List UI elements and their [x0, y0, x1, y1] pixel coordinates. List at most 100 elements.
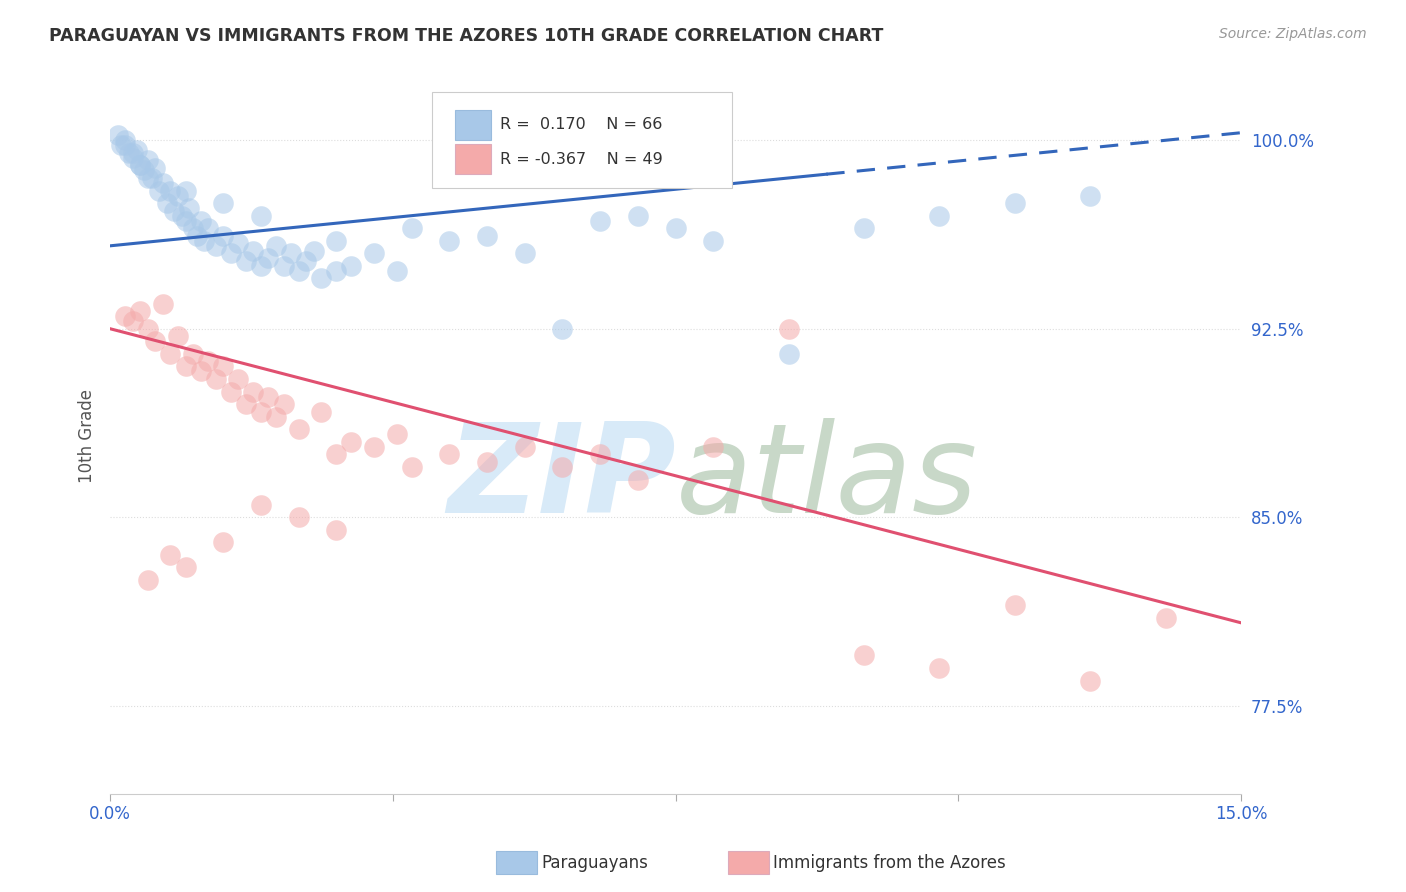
Point	[226, 236, 249, 251]
Point	[197, 221, 219, 235]
Point	[152, 296, 174, 310]
Point	[226, 372, 249, 386]
Point	[287, 422, 309, 436]
Text: Immigrants from the Azores: Immigrants from the Azores	[773, 854, 1007, 871]
Point	[273, 397, 295, 411]
Point	[197, 354, 219, 368]
Point	[212, 359, 235, 374]
Point	[250, 259, 273, 273]
Point	[193, 234, 215, 248]
Point	[121, 151, 143, 165]
Point	[295, 253, 318, 268]
Point	[190, 364, 212, 378]
Point	[181, 347, 204, 361]
Point	[129, 158, 152, 172]
Point	[589, 447, 612, 461]
Point	[778, 347, 800, 361]
Point	[242, 244, 264, 258]
Point	[170, 209, 193, 223]
Point	[551, 322, 574, 336]
Point	[1078, 673, 1101, 688]
Point	[309, 271, 332, 285]
Point	[589, 213, 612, 227]
Point	[928, 661, 950, 675]
Text: Paraguayans: Paraguayans	[541, 854, 648, 871]
Point	[212, 535, 235, 549]
Point	[264, 409, 287, 424]
Point	[121, 314, 143, 328]
Point	[167, 329, 190, 343]
Point	[778, 322, 800, 336]
Point	[250, 209, 273, 223]
Point	[190, 213, 212, 227]
Point	[242, 384, 264, 399]
Point	[114, 138, 136, 153]
Point	[627, 473, 650, 487]
Point	[853, 221, 876, 235]
Point	[475, 455, 498, 469]
Point	[1154, 611, 1177, 625]
Point	[325, 264, 347, 278]
Point	[136, 153, 159, 168]
Point	[439, 447, 461, 461]
Point	[280, 246, 302, 260]
Point	[136, 171, 159, 186]
Point	[627, 209, 650, 223]
Y-axis label: 10th Grade: 10th Grade	[79, 389, 96, 483]
Point	[363, 440, 385, 454]
Point	[309, 405, 332, 419]
Point	[179, 201, 201, 215]
Point	[385, 264, 408, 278]
Point	[250, 405, 273, 419]
Point	[302, 244, 325, 258]
Point	[219, 246, 242, 260]
Point	[204, 372, 226, 386]
Point	[136, 322, 159, 336]
Point	[156, 196, 179, 211]
Point	[475, 228, 498, 243]
Point	[186, 228, 208, 243]
Point	[702, 234, 724, 248]
Point	[129, 304, 152, 318]
Point	[136, 573, 159, 587]
Point	[148, 184, 170, 198]
Text: R =  0.170    N = 66: R = 0.170 N = 66	[501, 117, 662, 132]
Point	[664, 221, 686, 235]
Point	[212, 228, 235, 243]
Point	[551, 460, 574, 475]
Point	[235, 253, 257, 268]
Point	[401, 221, 423, 235]
Point	[219, 384, 242, 399]
Point	[159, 347, 181, 361]
Point	[121, 145, 143, 160]
FancyBboxPatch shape	[433, 92, 733, 188]
Point	[159, 548, 181, 562]
Text: atlas: atlas	[675, 418, 977, 539]
Point	[340, 259, 363, 273]
Point	[250, 498, 273, 512]
Point	[152, 176, 174, 190]
Point	[287, 510, 309, 524]
Point	[145, 161, 167, 175]
Point	[212, 196, 235, 211]
Point	[853, 648, 876, 663]
Point	[439, 234, 461, 248]
Point	[1004, 196, 1026, 211]
Point	[401, 460, 423, 475]
Point	[513, 440, 536, 454]
Point	[174, 213, 197, 227]
Point	[132, 163, 155, 178]
Point	[114, 309, 136, 323]
Point	[159, 184, 181, 198]
Point	[257, 252, 280, 266]
Point	[167, 188, 190, 202]
Point	[287, 264, 309, 278]
Point	[204, 239, 226, 253]
FancyBboxPatch shape	[456, 144, 491, 174]
Point	[174, 359, 197, 374]
Point	[928, 209, 950, 223]
Point	[107, 128, 129, 143]
Point	[114, 133, 136, 147]
Point	[363, 246, 385, 260]
Text: Source: ZipAtlas.com: Source: ZipAtlas.com	[1219, 27, 1367, 41]
